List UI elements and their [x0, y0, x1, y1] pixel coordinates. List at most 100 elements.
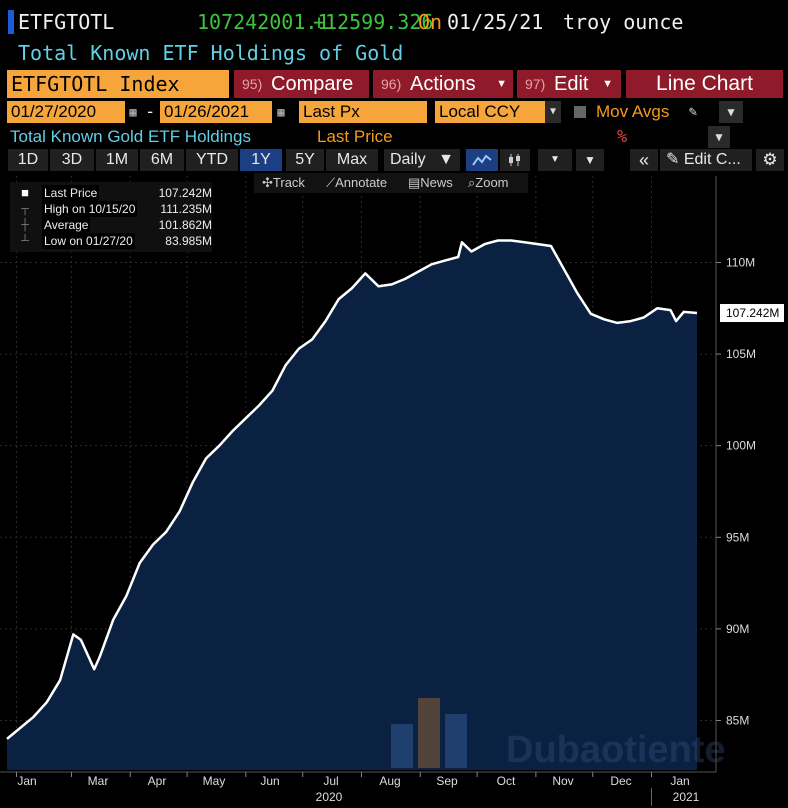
watermark-logo-block-2 [418, 698, 440, 768]
x-tick-label: Oct [497, 774, 516, 788]
chart-title: Total Known Gold ETF Holdings [10, 127, 251, 146]
start-calendar-icon[interactable]: ▦ [129, 105, 137, 119]
period-max-button[interactable]: Max [326, 149, 378, 171]
security-field[interactable]: ETFGTOTL Index [7, 70, 229, 98]
period-3d-button[interactable]: 3D [50, 149, 94, 171]
zoom-label: Zoom [475, 175, 509, 190]
currency-dropdown-icon[interactable]: ▼ [545, 101, 561, 123]
field-selector[interactable]: Last Px [299, 101, 427, 123]
line-chart-label: Line Chart [656, 72, 753, 95]
x-tick-label: Sep [436, 774, 458, 788]
y-tick-label: 105M [726, 347, 756, 361]
actions-dropdown-icon: ▼ [496, 78, 507, 90]
line-chart-button[interactable]: Line Chart [626, 70, 783, 98]
y-tick-label: 110M [726, 255, 755, 269]
x-tick-label: Nov [552, 774, 573, 788]
on-label: On [418, 10, 443, 34]
legend-high-icon: ┬ [21, 203, 29, 215]
frequency-dropdown-icon: ▼ [438, 151, 454, 168]
edit-dropdown-icon: ▼ [602, 78, 613, 90]
ticker-symbol[interactable]: ETFGTOTL [18, 10, 115, 34]
period-1y-button[interactable]: 1Y [240, 149, 282, 171]
watermark-logo-block-3 [445, 714, 467, 768]
pencil-icon[interactable]: ✎ [688, 104, 698, 120]
edit-button[interactable]: 97) Edit ▼ [517, 70, 621, 98]
settings-dropdown-icon[interactable]: ▼ [719, 101, 743, 123]
period-1d-button[interactable]: 1D [8, 149, 48, 171]
legend-high-label: High on 10/15/20 [42, 201, 138, 217]
legend-average-label: Average [42, 217, 91, 233]
legend-average-value: 101.862M [158, 218, 212, 232]
watermark: Dubaotiente [391, 698, 726, 771]
x-tick-label: Jan [17, 774, 36, 788]
x-tick-label: Apr [148, 774, 167, 788]
holdings-line [6, 239, 698, 740]
period-6m-button[interactable]: 6M [140, 149, 184, 171]
value-date: 01/25/21 [447, 10, 544, 34]
x-tick-label: Jan [670, 774, 689, 788]
chart-area[interactable]: 85M 90M 95M 100M 105M 110M Jan Mar Apr May Jun Jul… [0, 176, 788, 808]
legend-low: ┴ Low on 01/27/20 83.985M [18, 233, 212, 249]
legend-last-swatch: ■ [21, 185, 29, 200]
actions-num: 96) [381, 76, 402, 92]
x-tick-label: Aug [379, 774, 400, 788]
frequency-selector[interactable]: Daily ▼ [384, 149, 460, 171]
ticker-marker [8, 10, 14, 34]
legend-low-value: 83.985M [165, 234, 212, 248]
candlestick-icon[interactable] [500, 149, 530, 171]
end-calendar-icon[interactable]: ▦ [277, 105, 285, 119]
legend-average-icon: ┼ [21, 219, 29, 231]
edit-label: Edit [554, 73, 589, 95]
compare-label: Compare [271, 73, 354, 95]
legend-last-value: 107.242M [158, 186, 212, 200]
date-separator: - [145, 102, 156, 122]
last-value: 107242001.1 [197, 10, 330, 34]
end-date-text: 01/26/2021 [164, 102, 250, 121]
subtitle-dropdown-icon[interactable]: ▼ [708, 126, 730, 148]
last-price-tag-box [720, 304, 784, 323]
percent-label: % [617, 127, 628, 147]
annotate-tool[interactable]: ⟋ Annotate [326, 173, 387, 193]
compare-num: 95) [242, 76, 263, 92]
period-ytd-button[interactable]: YTD [186, 149, 238, 171]
zoom-tool[interactable]: ⌕ Zoom [468, 173, 509, 193]
annotate-label: Annotate [335, 175, 388, 190]
currency-selector-text: Local CCY [439, 102, 521, 121]
change-value: +12599.326 [313, 10, 434, 34]
news-tool[interactable]: ▤ News [408, 173, 453, 193]
currency-selector[interactable]: Local CCY [435, 101, 545, 123]
start-date-input[interactable]: 01/27/2020 [7, 101, 125, 123]
actions-label: Actions [410, 73, 476, 95]
x-tick-label: Jun [260, 774, 279, 788]
end-date-input[interactable]: 01/26/2021 [160, 101, 272, 123]
security-field-text: ETFGTOTL Index [11, 72, 180, 96]
period-5y-button[interactable]: 5Y [286, 149, 324, 171]
start-date-text: 01/27/2020 [11, 102, 97, 121]
filter-dropdown-icon[interactable]: ▼ [576, 149, 604, 171]
x-tick-label: Dec [610, 774, 631, 788]
legend-average: ┼ Average 101.862M [18, 217, 212, 233]
legend-low-icon: ┴ [21, 235, 29, 247]
x-tick-label: Mar [88, 774, 109, 788]
x-year-label: 2021 [673, 790, 700, 804]
mov-avgs-checkbox[interactable] [574, 106, 586, 118]
security-description: Total Known ETF Holdings of Gold [18, 41, 404, 65]
news-label: News [420, 175, 453, 190]
chart-type-dropdown-icon[interactable]: ▼ [538, 149, 572, 171]
collapse-icon[interactable]: « [630, 149, 658, 171]
compare-button[interactable]: 95) Compare [234, 70, 369, 98]
track-tool[interactable]: ✣ Track [262, 173, 305, 193]
y-axis: 85M 90M 95M 100M 105M 110M [715, 176, 756, 772]
legend-high: ┬ High on 10/15/20 111.235M [18, 201, 212, 217]
last-price-tag-text: 107.242M [726, 306, 779, 320]
gear-icon[interactable]: ⚙ [756, 149, 784, 171]
edit-chart-button[interactable]: ✎ Edit C... [660, 149, 752, 171]
y-tick-label: 85M [726, 714, 749, 728]
last-price-tag: 107.242M [720, 304, 784, 323]
line-chart-icon[interactable] [466, 149, 498, 171]
period-1m-button[interactable]: 1M [96, 149, 138, 171]
mov-avgs-label: Mov Avgs [596, 102, 670, 121]
frequency-label: Daily [390, 151, 426, 168]
actions-button[interactable]: 96) Actions ▼ [373, 70, 513, 98]
line-chart-icon-glyph [472, 154, 492, 166]
